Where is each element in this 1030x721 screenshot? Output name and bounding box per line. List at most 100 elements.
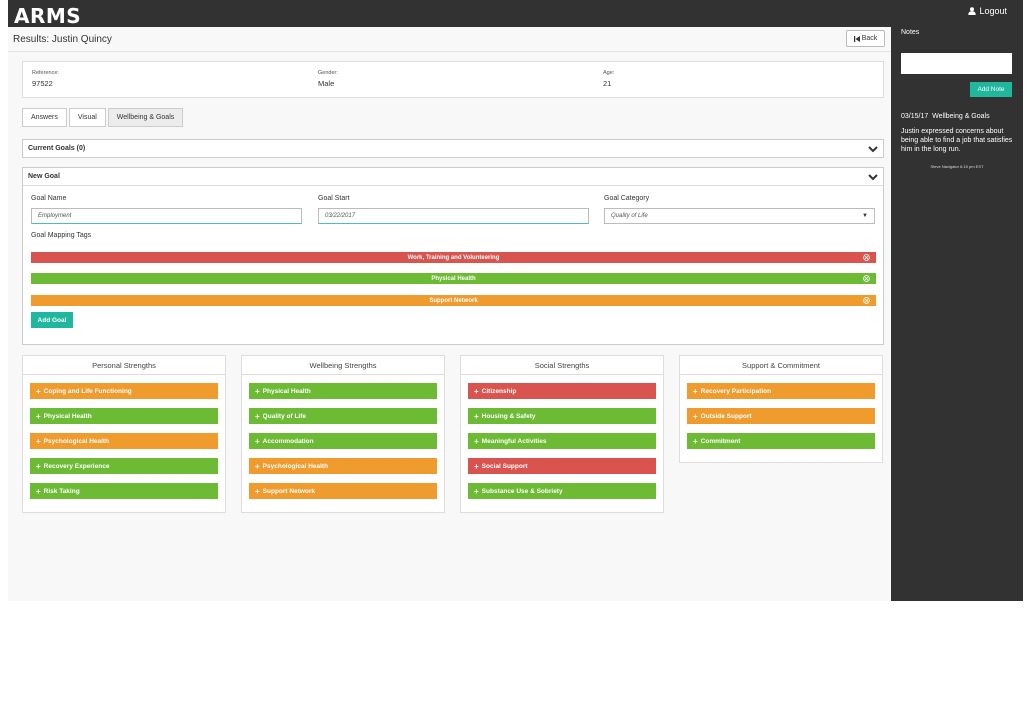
strength-item-label: Psychological Health xyxy=(262,462,329,470)
plus-icon: + xyxy=(474,461,479,471)
mapping-tag-label: Support Network xyxy=(429,297,478,304)
gender-value: Male xyxy=(318,79,335,88)
strength-item[interactable]: + Recovery Participation xyxy=(687,383,875,399)
note-category: Wellbeing & Goals xyxy=(932,113,990,120)
plus-icon: + xyxy=(693,436,698,446)
plus-icon: + xyxy=(36,411,41,421)
skip-back-icon xyxy=(853,35,860,42)
strength-item[interactable]: + Recovery Experience xyxy=(30,458,218,474)
strength-item[interactable]: + Coping and Life Functioning xyxy=(30,383,218,399)
main-content: Results: Justin Quincy Back Reference: 9… xyxy=(8,27,891,601)
strength-item[interactable]: + Substance Use & Sobriety xyxy=(468,483,656,499)
notes-sidebar: Notes Add Note 03/15/17 Wellbeing & Goal… xyxy=(891,27,1023,601)
new-goal-label: New Goal xyxy=(28,173,60,180)
strength-item[interactable]: + Support Network xyxy=(249,483,437,499)
strength-item[interactable]: + Social Support xyxy=(468,458,656,474)
goal-category-select[interactable]: Quality of Life ▼ xyxy=(604,208,875,224)
strength-item-label: Support Network xyxy=(262,487,316,495)
strength-item-label: Physical Health xyxy=(43,412,92,420)
plus-icon: + xyxy=(474,486,479,496)
panel-title: Personal Strengths xyxy=(23,356,225,375)
plus-icon: + xyxy=(255,436,260,446)
goal-name-input[interactable]: Employment xyxy=(31,208,302,224)
new-goal-panel: New Goal Goal Name Employment Goal Start… xyxy=(22,167,884,345)
plus-icon: + xyxy=(474,411,479,421)
current-goals-panel: Current Goals (0) xyxy=(22,139,884,158)
strength-item-label: Quality of Life xyxy=(262,412,307,420)
strength-item[interactable]: + Quality of Life xyxy=(249,408,437,424)
strength-item[interactable]: + Outside Support xyxy=(687,408,875,424)
remove-tag-icon[interactable] xyxy=(863,254,870,261)
add-goal-button[interactable]: Add Goal xyxy=(31,312,73,328)
new-goal-header[interactable]: New Goal xyxy=(23,168,883,185)
goal-category-label: Goal Category xyxy=(604,195,650,202)
add-note-button[interactable]: Add Note xyxy=(970,82,1012,97)
strength-item-label: Substance Use & Sobriety xyxy=(481,487,563,495)
strength-item[interactable]: + Accommodation xyxy=(249,433,437,449)
plus-icon: + xyxy=(255,461,260,471)
panel-title: Social Strengths xyxy=(461,356,663,375)
plus-icon: + xyxy=(255,411,260,421)
goal-start-label: Goal Start xyxy=(318,195,350,202)
gender-label: Gender: xyxy=(318,70,338,76)
strength-item-label: Recovery Experience xyxy=(43,462,110,470)
tab-visual[interactable]: Visual xyxy=(68,108,106,127)
plus-icon: + xyxy=(36,436,41,446)
strength-item[interactable]: + Psychological Health xyxy=(249,458,437,474)
strength-item[interactable]: + Housing & Safety xyxy=(468,408,656,424)
tab-answers[interactable]: Answers xyxy=(22,108,67,127)
strength-item[interactable]: + Meaningful Activities xyxy=(468,433,656,449)
plus-icon: + xyxy=(255,486,260,496)
remove-tag-icon[interactable] xyxy=(863,297,870,304)
strength-list: + Physical Health + Quality of Life + Accom… xyxy=(242,375,444,512)
back-button[interactable]: Back xyxy=(846,30,885,47)
plus-icon: + xyxy=(36,386,41,396)
note-author: Steve Navigator 6:15 pm EST xyxy=(930,164,984,169)
header-divider xyxy=(8,51,891,52)
tab-wellbeing-goals[interactable]: Wellbeing & Goals xyxy=(107,108,184,127)
strength-item[interactable]: + Physical Health xyxy=(30,408,218,424)
strength-item[interactable]: + Psychological Health xyxy=(30,433,218,449)
mapping-tag: Support Network xyxy=(31,295,876,306)
current-goals-label: Current Goals (0) xyxy=(28,145,86,152)
mapping-tag-label: Physical Health xyxy=(431,275,476,282)
strength-item[interactable]: + Physical Health xyxy=(249,383,437,399)
reference-field: Reference: 97522 xyxy=(32,70,59,88)
strength-item-label: Commitment xyxy=(700,437,741,445)
personal-strengths-panel: Personal Strengths + Coping and Life Func… xyxy=(22,355,226,513)
notes-title: Notes xyxy=(901,29,920,36)
logout-label: Logout xyxy=(979,6,1007,16)
strength-item-label: Coping and Life Functioning xyxy=(43,387,132,395)
goal-name-label: Goal Name xyxy=(31,195,67,202)
strength-item-label: Social Support xyxy=(481,462,528,470)
goal-start-value: 03/22/2017 xyxy=(325,213,356,219)
age-label: Age: xyxy=(603,70,615,76)
current-goals-header[interactable]: Current Goals (0) xyxy=(23,140,883,157)
panel-title: Support & Commitment xyxy=(680,356,882,375)
strength-item-label: Risk Taking xyxy=(43,487,80,495)
strength-item[interactable]: + Commitment xyxy=(687,433,875,449)
plus-icon: + xyxy=(36,486,41,496)
note-input[interactable] xyxy=(901,53,1012,74)
note-date: 03/15/17 xyxy=(901,113,929,120)
logout-link[interactable]: Logout xyxy=(968,6,1007,16)
social-strengths-panel: Social Strengths + Citizenship + Housing &… xyxy=(460,355,664,513)
gender-field: Gender: Male xyxy=(318,70,338,88)
mapping-tag-label: Work, Training and Volunteering xyxy=(407,254,500,261)
reference-value: 97522 xyxy=(32,79,53,88)
strength-item-label: Meaningful Activities xyxy=(481,437,547,445)
remove-tag-icon[interactable] xyxy=(863,275,870,282)
strength-item-label: Outside Support xyxy=(700,412,752,420)
goal-start-input[interactable]: 03/22/2017 xyxy=(318,208,589,224)
mapping-tag: Physical Health xyxy=(31,273,876,284)
panel-title: Wellbeing Strengths xyxy=(242,356,444,375)
mapping-tag: Work, Training and Volunteering xyxy=(31,252,876,263)
top-bar: ARMS Logout xyxy=(8,0,1023,28)
plus-icon: + xyxy=(474,436,479,446)
chevron-down-icon xyxy=(868,173,878,180)
chevron-down-icon xyxy=(868,145,878,152)
new-goal-form: Goal Name Employment Goal Start 03/22/20… xyxy=(23,185,883,343)
strength-item[interactable]: + Risk Taking xyxy=(30,483,218,499)
strength-item-label: Housing & Safety xyxy=(481,412,536,420)
strength-item[interactable]: + Citizenship xyxy=(468,383,656,399)
